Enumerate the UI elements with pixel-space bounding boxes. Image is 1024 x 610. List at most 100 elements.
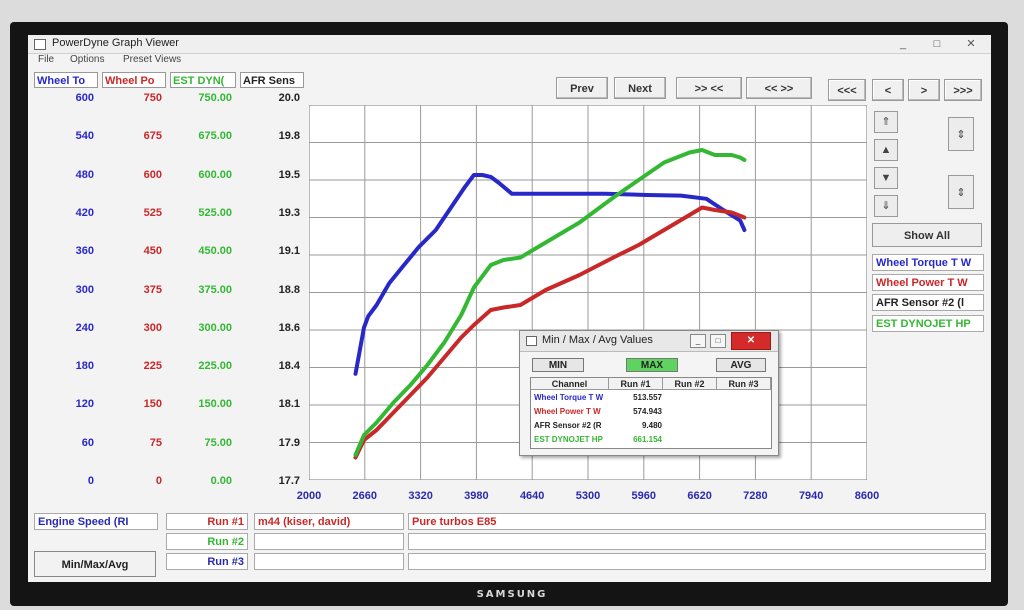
menu-preset-views[interactable]: Preset Views (123, 54, 182, 65)
expand-scale-button[interactable]: ⇕ (948, 117, 974, 151)
y-tick-label: 675 (143, 130, 162, 143)
maximize-button[interactable]: □ (933, 38, 941, 50)
y-tick-label: 75 (149, 436, 162, 449)
scroll-forward-button[interactable]: > (908, 79, 940, 101)
run1-name[interactable]: m44 (kiser, david) (254, 513, 404, 530)
x-tick-label: 3980 (464, 490, 489, 502)
channel-header-afr[interactable]: AFR Sens (240, 72, 304, 88)
y-tick-label: 225 (143, 360, 162, 373)
next-button[interactable]: Next (614, 77, 666, 99)
run3-note[interactable] (408, 553, 986, 570)
y-tick-label: 19.8 (278, 130, 300, 143)
scale-up-fast-button[interactable]: ⇑ (874, 111, 898, 133)
x-tick-label: 6620 (687, 490, 712, 502)
menu-file[interactable]: File (38, 54, 55, 65)
run3-label[interactable]: Run #3 (166, 553, 248, 570)
x-tick-label: 4640 (519, 490, 545, 502)
dialog-maximize-button[interactable]: □ (710, 334, 726, 348)
col-run1[interactable]: Run #1 (609, 378, 663, 390)
menu-options[interactable]: Options (70, 54, 105, 65)
series-line-est-dynojet-hp (353, 148, 747, 457)
run2-name[interactable] (254, 533, 404, 550)
y-tick-label: 750 (143, 92, 162, 104)
x-tick-label: 5300 (575, 490, 601, 502)
y-tick-label: 18.1 (278, 398, 300, 411)
row-channel-torque: Wheel Torque T W (534, 393, 604, 402)
row-channel-power: Wheel Power T W (534, 407, 601, 416)
y-tick-label: 60 (81, 436, 94, 449)
row-channel-afr: AFR Sensor #2 (R (534, 421, 602, 430)
run1-note[interactable]: Pure turbos E85 (408, 513, 986, 530)
title-bar: PowerDyne Graph Viewer _ □ ✕ (28, 35, 991, 54)
y-tick-label: 240 (75, 321, 94, 334)
prev-button[interactable]: Prev (556, 77, 608, 99)
scale-up-button[interactable]: ▲ (874, 139, 898, 161)
scroll-back-button[interactable]: < (872, 79, 904, 101)
window-title: PowerDyne Graph Viewer (52, 37, 179, 49)
y-tick-label: 300 (75, 283, 94, 296)
show-all-button[interactable]: Show All (872, 223, 982, 247)
y-tick-label: 18.6 (278, 321, 300, 334)
dialog-close-button[interactable]: ✕ (731, 332, 771, 350)
scale-down-fast-button[interactable]: ⇓ (874, 195, 898, 217)
y-tick-label: 180 (75, 360, 94, 373)
y-tick-label: 150 (143, 398, 162, 411)
y-tick-label: 525 (143, 206, 162, 219)
channel-header-torque[interactable]: Wheel To (34, 72, 98, 88)
minmaxavg-button[interactable]: Min/Max/Avg (34, 551, 156, 577)
y-tick-label: 225.00 (198, 360, 232, 373)
run3-name[interactable] (254, 553, 404, 570)
channel-header-power[interactable]: Wheel Po (102, 72, 166, 88)
minmax-title: Min / Max / Avg Values (542, 334, 653, 346)
legend-dynojet[interactable]: EST DYNOJET HP (872, 315, 984, 332)
monitor-brand: SAMSUNG (476, 589, 548, 600)
y-tick-label: 17.9 (278, 436, 300, 449)
y-tick-label: 675.00 (198, 130, 232, 143)
dialog-minimize-button[interactable]: _ (690, 334, 706, 348)
close-button[interactable]: ✕ (966, 38, 976, 50)
app-icon (34, 39, 46, 50)
zoom-out-button[interactable]: << >> (746, 77, 812, 99)
y-tick-label: 420 (75, 206, 94, 219)
scroll-first-button[interactable]: <<< (828, 79, 866, 101)
scale-down-button[interactable]: ▼ (874, 167, 898, 189)
legend-torque[interactable]: Wheel Torque T W (872, 254, 984, 271)
x-tick-label: 7940 (798, 490, 824, 502)
minmax-table: Channel Run #1 Run #2 Run #3 Wheel Torqu… (530, 377, 772, 449)
minmax-title-bar: Min / Max / Avg Values _ □ ✕ (520, 331, 778, 352)
y-tick-label: 300 (143, 321, 162, 334)
x-tick-label: 8600 (854, 490, 880, 502)
legend-power[interactable]: Wheel Power T W (872, 274, 984, 291)
col-run3[interactable]: Run #3 (717, 378, 771, 390)
max-button[interactable]: MAX (626, 358, 678, 372)
col-channel[interactable]: Channel (531, 378, 609, 390)
row-value-power: 574.943 (633, 407, 662, 416)
legend-afr[interactable]: AFR Sensor #2 (l (872, 294, 984, 311)
minimize-button[interactable]: _ (899, 38, 907, 50)
y-tick-label: 600.00 (198, 168, 232, 181)
y-tick-label: 0 (155, 475, 162, 487)
y-tick-label: 19.3 (278, 206, 300, 219)
run2-label[interactable]: Run #2 (166, 533, 248, 550)
scroll-last-button[interactable]: >>> (944, 79, 982, 101)
y-tick-label: 18.8 (278, 283, 300, 296)
y-tick-label: 600 (75, 92, 94, 104)
run2-note[interactable] (408, 533, 986, 550)
series-line-wheel-torque-t-w (353, 173, 747, 376)
run1-label[interactable]: Run #1 (166, 513, 248, 530)
x-tick-label: 2660 (352, 490, 378, 502)
channel-header-dynojet[interactable]: EST DYN( (170, 72, 236, 88)
row-value-afr: 9.480 (641, 421, 662, 430)
contract-scale-button[interactable]: ⇕ (948, 175, 974, 209)
col-run2[interactable]: Run #2 (663, 378, 717, 390)
minmax-dialog: Min / Max / Avg Values _ □ ✕ MIN MAX AVG… (519, 330, 779, 456)
y-tick-label: 525.00 (198, 206, 232, 219)
y-tick-label: 0.00 (210, 475, 232, 487)
y-tick-label: 300.00 (198, 321, 232, 334)
min-button[interactable]: MIN (532, 358, 584, 372)
y-tick-label: 540 (75, 130, 94, 143)
avg-button[interactable]: AVG (716, 358, 766, 372)
zoom-in-button[interactable]: >> << (676, 77, 742, 99)
y-tick-label: 375.00 (198, 283, 232, 296)
x-channel-field[interactable]: Engine Speed (RI (34, 513, 158, 530)
